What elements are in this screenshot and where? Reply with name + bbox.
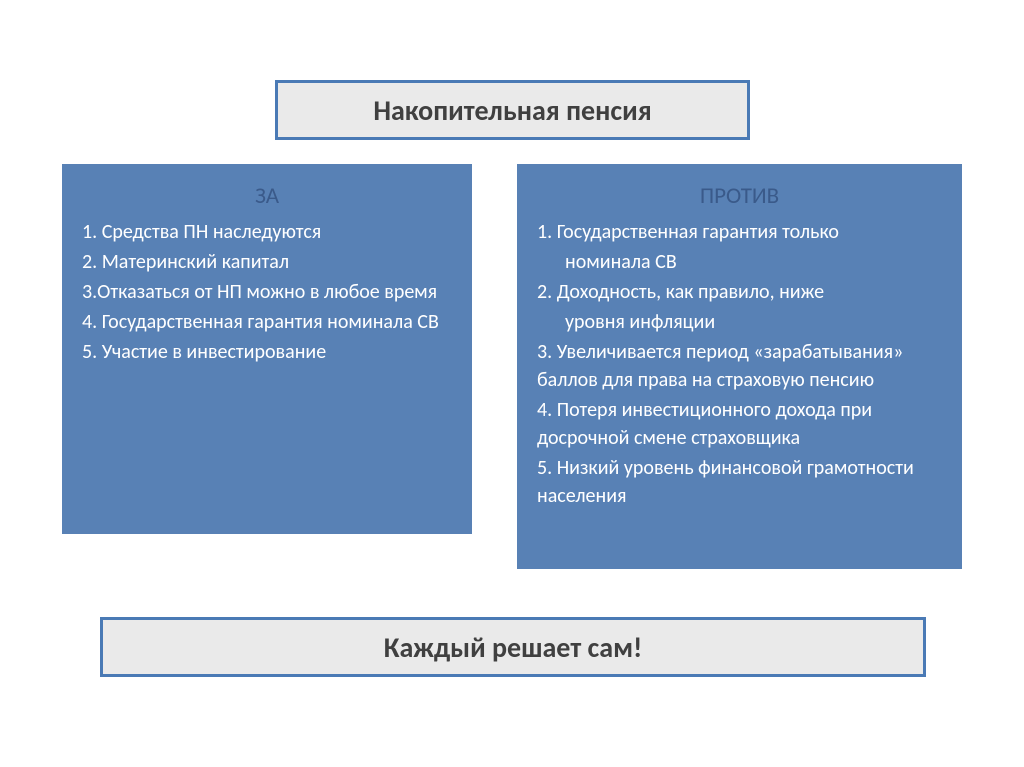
cons-heading: ПРОТИВ [537, 182, 942, 210]
cons-item: 5. Низкий уровень финансовой грамотности… [537, 454, 942, 510]
cons-item: уровня инфляции [537, 308, 942, 336]
pros-heading: ЗА [82, 182, 452, 210]
pros-item: 3.Отказаться от НП можно в любое время [82, 278, 452, 306]
cons-item: номинала СВ [537, 248, 942, 276]
pros-item: 4. Государственная гарантия номинала СВ [82, 308, 452, 336]
pros-item: 1. Средства ПН наследуются [82, 218, 452, 246]
cons-item: 1. Государственная гарантия только [537, 218, 942, 246]
cons-items: 1. Государственная гарантия толькономина… [537, 218, 942, 510]
pros-column: ЗА 1. Средства ПН наследуются2. Материнс… [62, 164, 472, 534]
cons-item: 3. Увеличивается период «зарабатывания» … [537, 338, 942, 394]
pros-item: 2. Материнский капитал [82, 248, 452, 276]
bottom-text: Каждый решает сам! [384, 630, 642, 665]
cons-item: 4. Потеря инвестиционного дохода при дос… [537, 396, 942, 452]
pros-item: 5. Участие в инвестирование [82, 338, 452, 366]
bottom-box: Каждый решает сам! [100, 617, 926, 677]
cons-column: ПРОТИВ 1. Государственная гарантия тольк… [517, 164, 962, 569]
title-box: Накопительная пенсия [275, 80, 750, 140]
title-text: Накопительная пенсия [373, 93, 651, 128]
pros-items: 1. Средства ПН наследуются2. Материнский… [82, 218, 452, 366]
columns-container: ЗА 1. Средства ПН наследуются2. Материнс… [62, 164, 962, 569]
cons-item: 2. Доходность, как правило, ниже [537, 278, 942, 306]
